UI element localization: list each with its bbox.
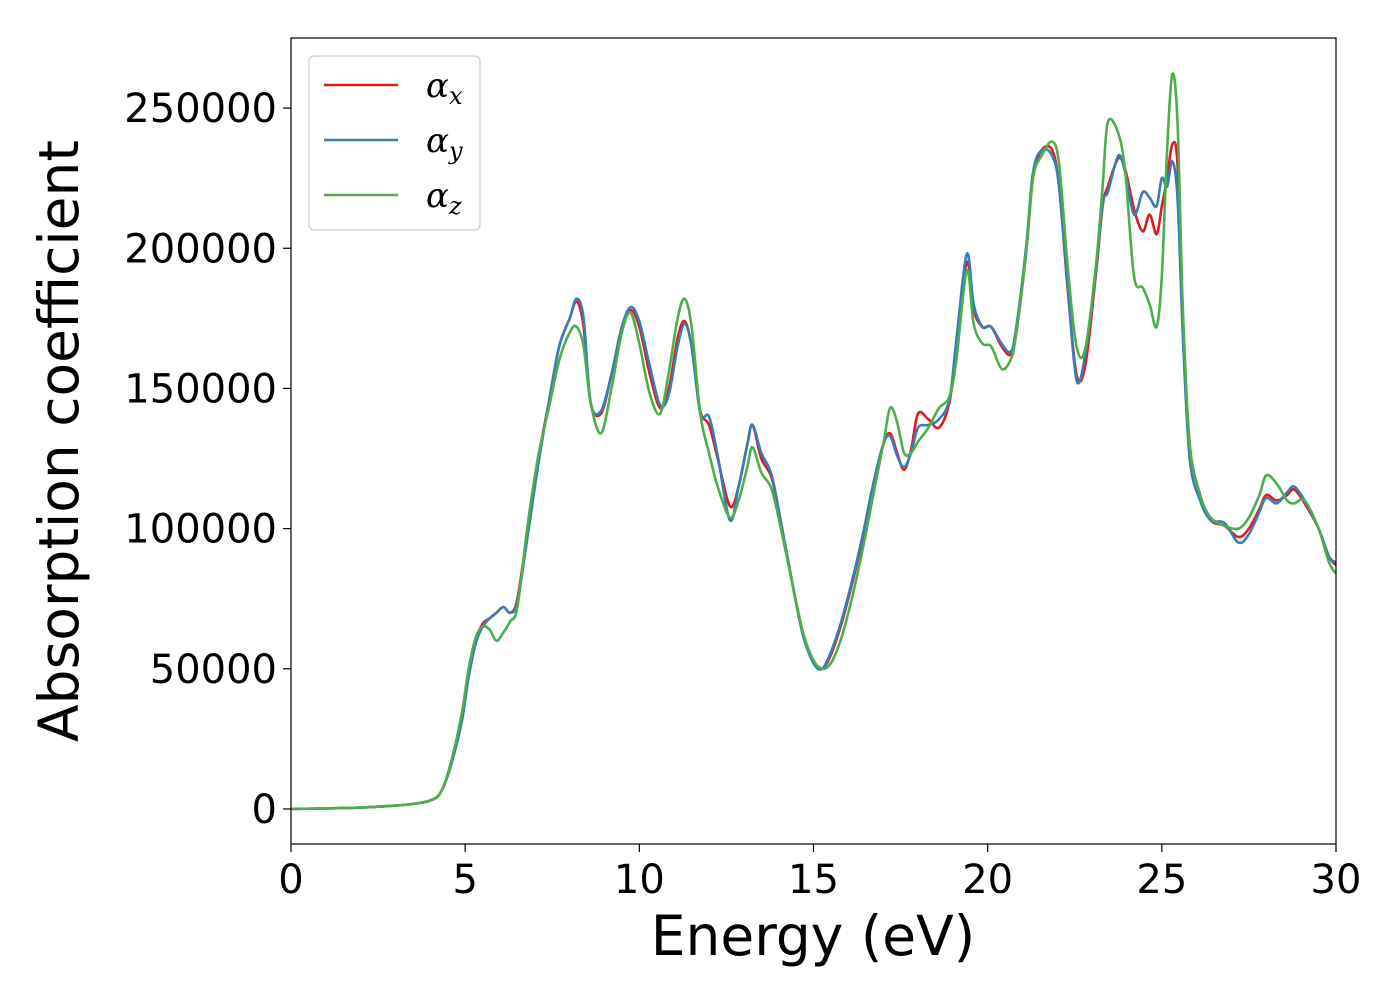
x-tick-label: 10 xyxy=(614,857,665,903)
legend-label-y: αy xyxy=(426,121,463,165)
y-tick-label: 100000 xyxy=(124,507,277,553)
x-tick-label: 0 xyxy=(278,857,303,903)
series-line-alpha-z xyxy=(291,72,1336,811)
legend: αx αy αz xyxy=(308,55,481,231)
x-tick-label: 15 xyxy=(788,857,839,903)
y-tick-label: 150000 xyxy=(124,366,277,412)
x-axis: 0 5 10 15 20 25 30 xyxy=(278,844,1361,903)
series-line-alpha-y xyxy=(291,147,1336,811)
x-tick-label: 20 xyxy=(962,857,1013,903)
y-tick-label: 250000 xyxy=(124,86,277,132)
y-tick-label: 50000 xyxy=(150,647,277,693)
x-tick-label: 30 xyxy=(1311,857,1362,903)
x-axis-label: Energy (eV) xyxy=(651,904,975,968)
y-tick-label: 200000 xyxy=(124,226,277,272)
y-axis: 0 50000 100000 150000 200000 250000 xyxy=(124,86,291,833)
series-layer xyxy=(291,72,1336,811)
x-tick-label: 25 xyxy=(1136,857,1187,903)
y-tick-label: 0 xyxy=(252,787,277,833)
legend-box xyxy=(308,55,481,231)
legend-label-x: αx xyxy=(426,66,463,110)
x-tick-label: 5 xyxy=(452,857,477,903)
legend-label-z: αz xyxy=(426,176,462,220)
y-axis-label: Absorption coefficient xyxy=(27,140,91,742)
